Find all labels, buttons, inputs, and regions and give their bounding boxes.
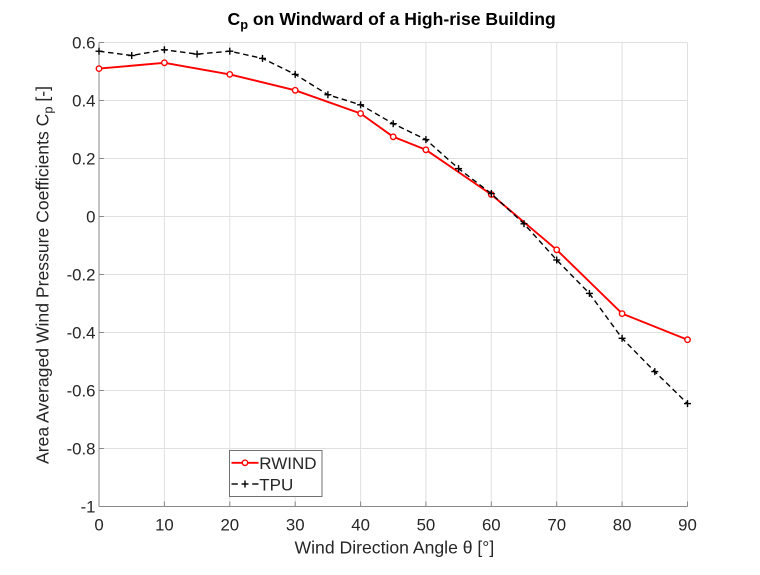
svg-text:Area Averaged Wind Pressure Co: Area Averaged Wind Pressure Coefficients…	[33, 86, 56, 464]
svg-text:70: 70	[547, 515, 566, 534]
svg-text:Wind Direction Angle θ [°]: Wind Direction Angle θ [°]	[295, 538, 495, 558]
svg-text:0.2: 0.2	[72, 150, 95, 169]
svg-text:40: 40	[351, 515, 370, 534]
svg-text:10: 10	[155, 515, 174, 534]
svg-text:0.6: 0.6	[72, 34, 95, 53]
svg-text:30: 30	[286, 515, 305, 534]
svg-text:0: 0	[86, 208, 95, 227]
svg-text:50: 50	[417, 515, 436, 534]
svg-text:-0.6: -0.6	[67, 382, 96, 401]
svg-text:20: 20	[220, 515, 239, 534]
svg-text:-1: -1	[81, 498, 96, 517]
svg-text:-0.2: -0.2	[67, 266, 96, 285]
svg-text:-0.8: -0.8	[67, 440, 96, 459]
svg-text:90: 90	[678, 515, 697, 534]
svg-text:Cp on Windward of a High-rise: Cp on Windward of a High-rise Building	[228, 9, 556, 32]
svg-text:0.4: 0.4	[72, 92, 95, 111]
svg-text:-0.4: -0.4	[67, 324, 96, 343]
svg-text:60: 60	[482, 515, 501, 534]
svg-text:RWIND: RWIND	[259, 454, 316, 473]
svg-text:TPU: TPU	[259, 475, 293, 494]
svg-text:80: 80	[613, 515, 632, 534]
svg-text:0: 0	[94, 515, 103, 534]
